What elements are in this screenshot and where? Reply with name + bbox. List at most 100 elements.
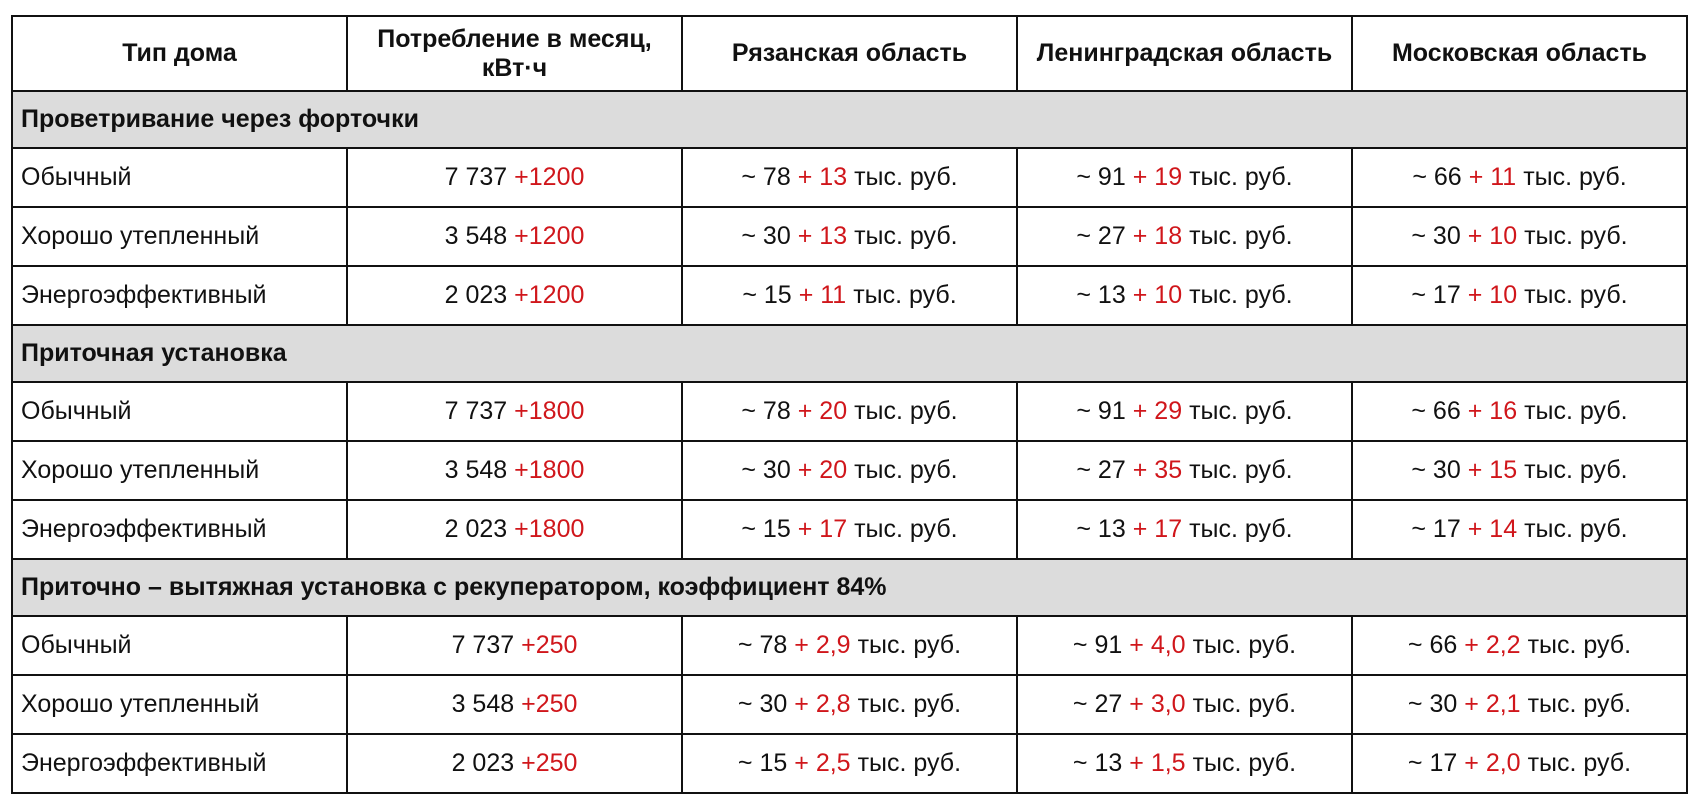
- data-row: Энергоэффективный 2 023 +250 ~ 15 + 2,5 тыс. …: [11, 733, 1688, 794]
- kwh-base: 3 548: [444, 456, 508, 484]
- section-row: Проветривание через форточки: [11, 90, 1688, 149]
- kwh-cell: 2 023 +1800: [346, 499, 683, 560]
- section-title: Приточная установка: [11, 324, 1688, 383]
- kwh-add: +250: [521, 690, 578, 718]
- cost-cell: ~ 66 + 11 тыс. руб.: [1351, 147, 1688, 208]
- cost-base: ~ 27: [1076, 222, 1126, 250]
- cost-cell: ~ 13 + 1,5 тыс. руб.: [1016, 733, 1353, 794]
- kwh-base: 3 548: [451, 690, 515, 718]
- cost-cell: ~ 78 + 2,9 тыс. руб.: [681, 615, 1018, 676]
- cost-add: + 10: [1467, 281, 1518, 309]
- cost-base: ~ 27: [1076, 456, 1126, 484]
- cost-add: + 35: [1132, 456, 1183, 484]
- cost-unit: тыс. руб.: [854, 222, 958, 250]
- cost-unit: тыс. руб.: [1189, 222, 1293, 250]
- header-cell: Рязанская область: [681, 15, 1018, 92]
- cost-add: + 18: [1132, 222, 1183, 250]
- house-type: Обычный: [11, 615, 348, 676]
- cost-cell: ~ 13 + 10 тыс. руб.: [1016, 265, 1353, 326]
- cost-base: ~ 78: [741, 163, 791, 191]
- cost-add: + 1,5: [1129, 749, 1186, 777]
- cost-unit: тыс. руб.: [1192, 690, 1297, 718]
- kwh-cell: 2 023 +250: [346, 733, 683, 794]
- cost-add: + 2,2: [1464, 631, 1521, 659]
- cost-add: + 13: [797, 163, 848, 191]
- data-row: Обычный 7 737 +250 ~ 78 + 2,9 тыс. руб. ~ 91 + …: [11, 615, 1688, 676]
- cost-cell: ~ 17 + 10 тыс. руб.: [1351, 265, 1688, 326]
- header-cell: Тип дома: [11, 15, 348, 92]
- cost-cell: ~ 15 + 2,5 тыс. руб.: [681, 733, 1018, 794]
- cost-add: + 2,1: [1464, 690, 1521, 718]
- cost-add: + 20: [797, 397, 848, 425]
- kwh-base: 2 023: [444, 515, 508, 543]
- cost-base: ~ 15: [737, 749, 788, 777]
- kwh-cell: 7 737 +1200: [346, 147, 683, 208]
- cost-cell: ~ 30 + 15 тыс. руб.: [1351, 440, 1688, 501]
- kwh-base: 7 737: [444, 163, 508, 191]
- cost-cell: ~ 78 + 13 тыс. руб.: [681, 147, 1018, 208]
- cost-unit: тыс. руб.: [1189, 163, 1293, 191]
- cost-unit: тыс. руб.: [1527, 749, 1632, 777]
- cost-base: ~ 91: [1076, 163, 1126, 191]
- house-type: Энергоэффективный: [11, 499, 348, 560]
- cost-base: ~ 78: [741, 397, 791, 425]
- cost-add: + 14: [1467, 515, 1518, 543]
- kwh-base: 3 548: [444, 222, 508, 250]
- cost-base: ~ 13: [1076, 281, 1126, 309]
- kwh-cell: 7 737 +250: [346, 615, 683, 676]
- data-row: Энергоэффективный 2 023 +1200 ~ 15 + 11 тыс. …: [11, 265, 1688, 326]
- cost-unit: тыс. руб.: [857, 749, 962, 777]
- data-row: Хорошо утепленный 3 548 +1200 ~ 30 + 13 тыс. …: [11, 206, 1688, 267]
- cost-unit: тыс. руб.: [1192, 749, 1297, 777]
- data-row: Хорошо утепленный 3 548 +250 ~ 30 + 2,8 тыс. …: [11, 674, 1688, 735]
- cost-unit: тыс. руб.: [1524, 397, 1628, 425]
- cost-add: + 2,8: [794, 690, 851, 718]
- cost-cell: ~ 17 + 2,0 тыс. руб.: [1351, 733, 1688, 794]
- cost-base: ~ 15: [741, 515, 791, 543]
- cost-base: ~ 30: [1411, 456, 1461, 484]
- house-type: Хорошо утепленный: [11, 206, 348, 267]
- cost-add: + 4,0: [1129, 631, 1186, 659]
- kwh-base: 2 023: [451, 749, 515, 777]
- data-row: Энергоэффективный 2 023 +1800 ~ 15 + 17 тыс. …: [11, 499, 1688, 560]
- cost-unit: тыс. руб.: [854, 456, 958, 484]
- cost-unit: тыс. руб.: [857, 631, 962, 659]
- cost-add: + 16: [1467, 397, 1518, 425]
- cost-base: ~ 66: [1407, 631, 1458, 659]
- cost-cell: ~ 30 + 2,1 тыс. руб.: [1351, 674, 1688, 735]
- cost-unit: тыс. руб.: [1524, 515, 1628, 543]
- cost-unit: тыс. руб.: [854, 397, 958, 425]
- data-row: Хорошо утепленный 3 548 +1800 ~ 30 + 20 тыс. …: [11, 440, 1688, 501]
- kwh-cell: 7 737 +1800: [346, 381, 683, 442]
- cost-cell: ~ 91 + 4,0 тыс. руб.: [1016, 615, 1353, 676]
- cost-base: ~ 30: [1407, 690, 1458, 718]
- cost-base: ~ 66: [1412, 163, 1462, 191]
- cost-unit: тыс. руб.: [1189, 397, 1293, 425]
- cost-cell: ~ 91 + 29 тыс. руб.: [1016, 381, 1353, 442]
- kwh-cell: 3 548 +250: [346, 674, 683, 735]
- cost-cell: ~ 30 + 10 тыс. руб.: [1351, 206, 1688, 267]
- cost-base: ~ 91: [1076, 397, 1126, 425]
- section-title: Проветривание через форточки: [11, 90, 1688, 149]
- cost-cell: ~ 30 + 13 тыс. руб.: [681, 206, 1018, 267]
- cost-cell: ~ 27 + 18 тыс. руб.: [1016, 206, 1353, 267]
- cost-cell: ~ 27 + 35 тыс. руб.: [1016, 440, 1353, 501]
- cost-add: + 11: [798, 281, 847, 309]
- cost-add: + 11: [1468, 163, 1517, 191]
- cost-base: ~ 30: [1411, 222, 1461, 250]
- cost-cell: ~ 91 + 19 тыс. руб.: [1016, 147, 1353, 208]
- house-type: Обычный: [11, 381, 348, 442]
- cost-unit: тыс. руб.: [1527, 690, 1632, 718]
- cost-base: ~ 13: [1072, 749, 1123, 777]
- kwh-base: 7 737: [444, 397, 508, 425]
- kwh-add: +1200: [514, 281, 585, 309]
- cost-add: + 2,5: [794, 749, 851, 777]
- cost-cell: ~ 78 + 20 тыс. руб.: [681, 381, 1018, 442]
- cost-add: + 10: [1132, 281, 1183, 309]
- cost-cell: ~ 30 + 20 тыс. руб.: [681, 440, 1018, 501]
- cost-unit: тыс. руб.: [1189, 456, 1293, 484]
- kwh-base: 2 023: [444, 281, 508, 309]
- header-row: Тип дома Потребление в месяц, кВт·ч Рязанс…: [11, 15, 1688, 92]
- cost-unit: тыс. руб.: [1523, 163, 1627, 191]
